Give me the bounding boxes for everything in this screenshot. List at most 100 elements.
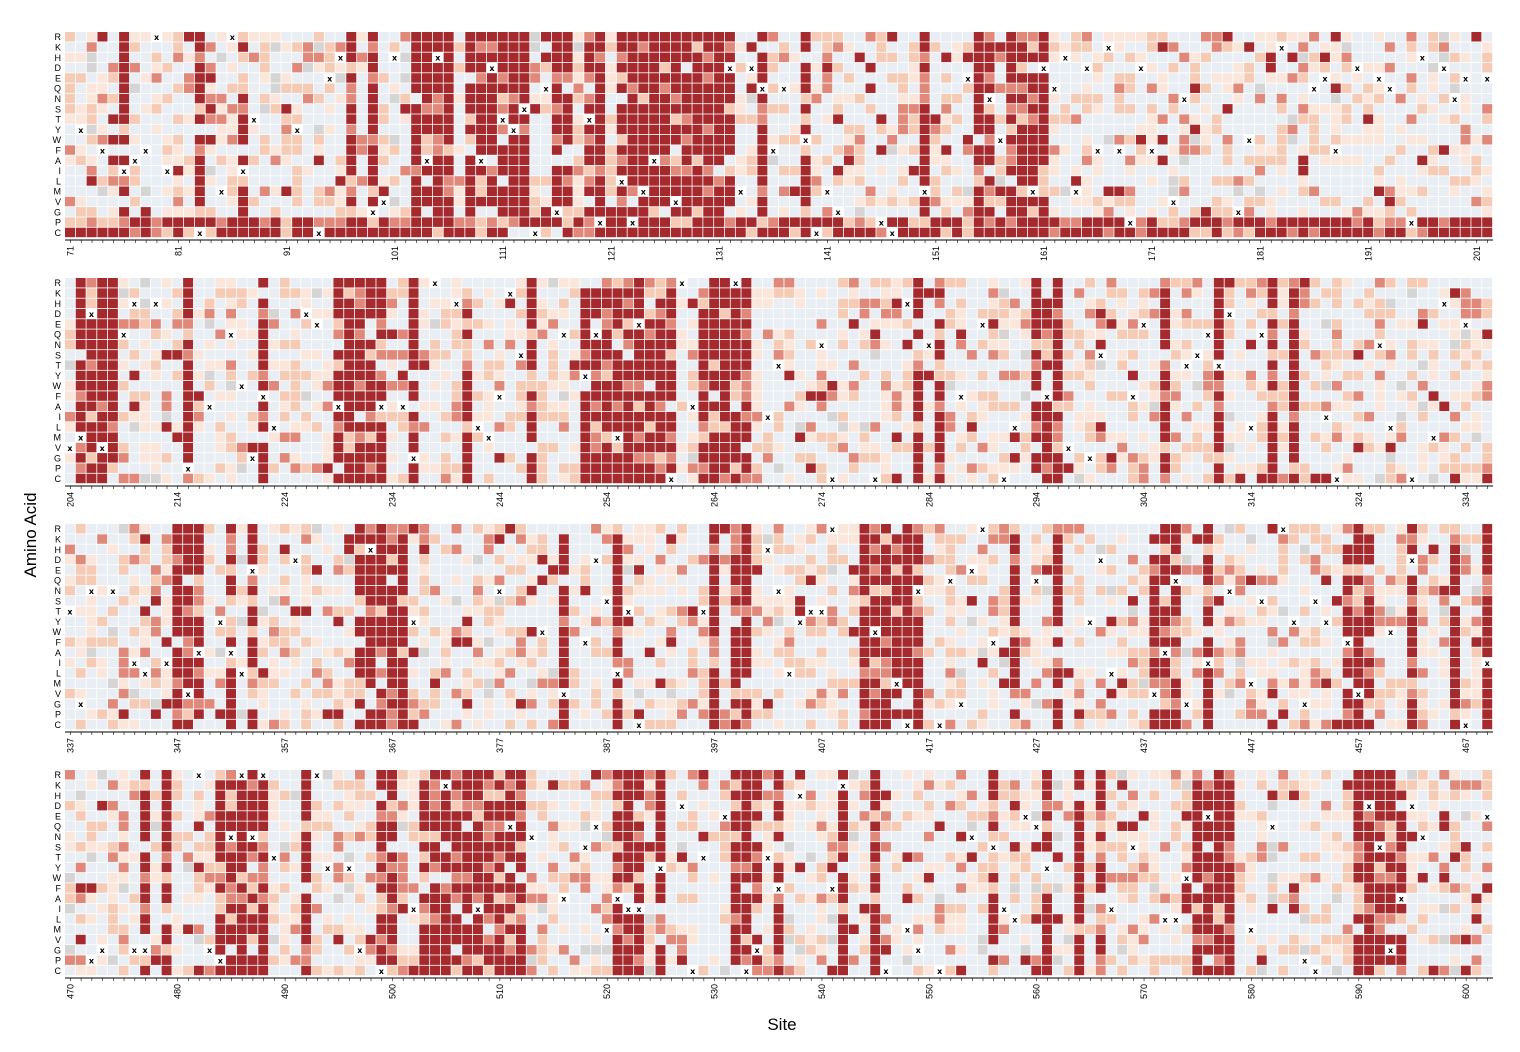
heatmap-cell: [1020, 422, 1031, 432]
heatmap-cell: [1255, 114, 1266, 124]
heatmap-cell: [184, 145, 195, 155]
heatmap-cell: [389, 186, 400, 196]
heatmap-cell: [558, 401, 569, 412]
heatmap-cell: [119, 114, 130, 124]
heatmap-cell: [638, 42, 649, 52]
heatmap-cell: [1406, 207, 1417, 217]
heatmap-cell: [494, 391, 505, 401]
heatmap-cell: [183, 411, 194, 422]
heatmap-cell: [569, 350, 580, 360]
heatmap-cell: [508, 62, 519, 73]
heatmap-cell: [430, 360, 440, 370]
heatmap-cell: [162, 83, 173, 93]
heatmap-cell: [354, 298, 365, 309]
heatmap-cell: [634, 319, 644, 329]
x-tick-label: 131: [715, 246, 725, 261]
heatmap-cell: [172, 308, 183, 319]
heatmap-cell: [1146, 83, 1157, 93]
heatmap-cell: [956, 350, 967, 360]
heatmap-cell: [161, 350, 172, 360]
heatmap-cell: [1042, 411, 1052, 422]
heatmap-cell: [1049, 124, 1060, 135]
heatmap-cell: [816, 463, 827, 473]
heatmap-cell: [494, 442, 505, 453]
heatmap-cell: [724, 135, 735, 145]
heatmap-cell: [194, 207, 205, 217]
heatmap-cell: [843, 176, 854, 186]
heatmap-cell: [247, 422, 258, 432]
heatmap-cell: [709, 422, 720, 432]
heatmap-cell: [1009, 360, 1020, 370]
heatmap-cell: [1384, 217, 1395, 227]
heatmap-cell: [476, 83, 487, 93]
heatmap-cell: [140, 422, 151, 432]
heatmap-cell: [387, 339, 398, 350]
heatmap-cell: [930, 124, 941, 135]
heatmap-cell: [838, 298, 848, 309]
heatmap-cell: [515, 308, 526, 319]
heatmap-cell: [1428, 42, 1439, 52]
heatmap-cell: [344, 453, 355, 463]
heatmap-cell: [537, 381, 548, 391]
heatmap-cell: [281, 176, 292, 186]
heatmap-cell: [322, 350, 333, 360]
heatmap-cell: [816, 298, 827, 309]
heatmap-cell: [934, 308, 945, 319]
heatmap-cell: [1031, 422, 1042, 432]
heatmap-cell: [365, 308, 376, 319]
heatmap-cell: [75, 360, 86, 370]
heatmap-cell: [902, 463, 913, 473]
heatmap-cell: [670, 227, 681, 238]
heatmap-cell: [670, 32, 681, 42]
heatmap-cell: [865, 155, 876, 166]
heatmap-cell: [1222, 227, 1233, 238]
heatmap-cell: [483, 278, 494, 288]
heatmap-cell: [827, 422, 838, 432]
heatmap-cell: [627, 124, 638, 135]
heatmap-cell: [248, 73, 259, 83]
heatmap-cell: [548, 350, 559, 360]
heatmap-cell: [800, 42, 811, 52]
heatmap-cell: [714, 32, 725, 42]
heatmap-cell: [1146, 104, 1157, 114]
heatmap-cell: [238, 145, 249, 155]
heatmap-cell: [1438, 104, 1449, 114]
heatmap-cell: [1149, 391, 1160, 401]
heatmap-cell: [1352, 186, 1363, 196]
wildtype-marker: x: [1236, 208, 1242, 217]
heatmap-cell: [365, 278, 376, 288]
wildtype-marker: x: [1106, 43, 1112, 52]
heatmap-cell: [1309, 217, 1320, 227]
heatmap-cell: [709, 360, 720, 370]
heatmap-cell: [681, 186, 692, 196]
heatmap-cell: [205, 114, 216, 124]
heatmap-cell: [183, 288, 194, 298]
heatmap-cell: [1428, 217, 1439, 227]
heatmap-cell: [1081, 32, 1092, 42]
heatmap-cell: [956, 442, 967, 453]
heatmap-cell: [322, 298, 333, 309]
heatmap-cell: [913, 432, 924, 442]
heatmap-cell: [913, 401, 924, 412]
heatmap-cell: [172, 422, 183, 432]
heatmap-cell: [773, 453, 784, 463]
heatmap-cell: [75, 135, 86, 145]
heatmap-cell: [1060, 155, 1071, 166]
heatmap-cell: [692, 52, 703, 63]
heatmap-cell: [324, 135, 335, 145]
heatmap-cell: [966, 432, 977, 442]
heatmap-cell: [1352, 196, 1363, 207]
heatmap-cell: [530, 32, 541, 42]
heatmap-cell: [313, 83, 324, 93]
heatmap-cell: [800, 176, 811, 186]
heatmap-cell: [1244, 52, 1255, 63]
heatmap-cell: [1471, 42, 1482, 52]
heatmap-cell: [451, 288, 462, 298]
heatmap-cell: [1168, 93, 1179, 104]
heatmap-cell: [580, 381, 591, 391]
heatmap-cell: [784, 308, 795, 319]
heatmap-cell: [757, 176, 768, 186]
heatmap-cell: [397, 381, 408, 391]
heatmap-cell: [681, 124, 692, 135]
heatmap-cell: [709, 411, 720, 422]
